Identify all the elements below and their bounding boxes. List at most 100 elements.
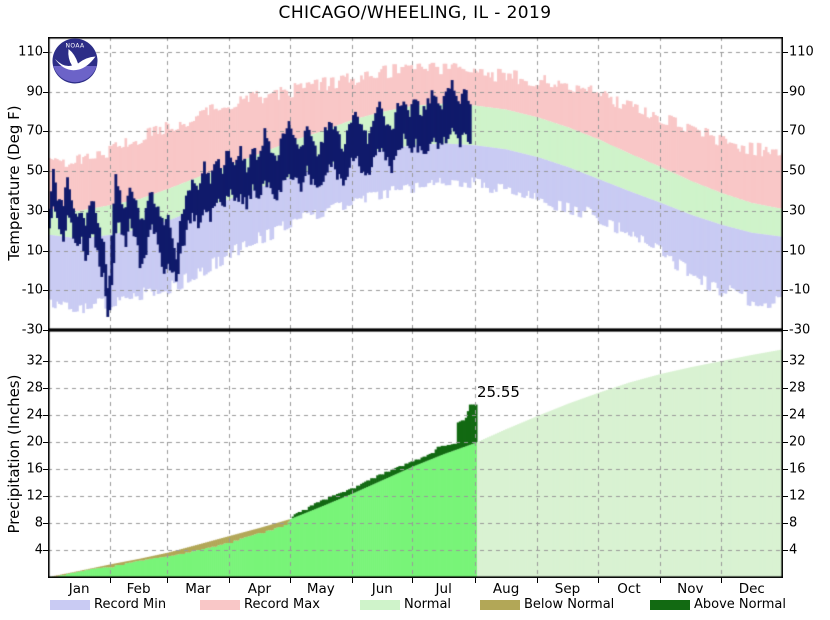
axis-tick-mark [43,360,48,362]
precip-tick-label-left: 24 [26,407,43,423]
legend-swatch-record-min [50,599,90,610]
precip-tick-label-left: 8 [34,515,43,531]
precip-tick-label-left: 32 [26,353,43,369]
axis-tick-mark [783,329,788,331]
axis-tick-mark [43,289,48,291]
temp-tick-label-left: 10 [26,243,43,259]
month-label-jun: Jun [371,581,393,597]
noaa-seagull-icon [55,49,96,71]
axis-tick-mark [783,170,788,172]
temp-tick-label-left: 90 [26,84,43,100]
temp-tick-label-right: 70 [789,123,806,139]
precip-tick-label-right: 12 [789,488,806,504]
axis-tick-mark [229,578,230,583]
noaa-logo-lower-half [53,66,97,83]
precip-tick-label-right: 4 [789,542,798,558]
legend-swatch-above-normal [650,599,690,610]
axis-tick-mark [783,360,788,362]
axis-tick-mark [43,468,48,470]
chart-title: CHICAGO/WHEELING, IL - 2019 [278,3,552,23]
axis-tick-mark [43,414,48,416]
axis-tick-mark [110,578,111,583]
month-label-may: May [306,581,335,597]
noaa-logo-text: NOAA [65,43,85,50]
axis-tick-mark [783,468,788,470]
axis-tick-mark [783,495,788,497]
axis-tick-mark [537,578,538,583]
axis-tick-mark [43,51,48,53]
legend-item-above-normal: Above Normal [650,597,786,612]
precip-tick-label-left: 16 [26,461,43,477]
axis-tick-mark [43,329,48,331]
axis-tick-mark [43,441,48,443]
axis-tick-mark [412,578,413,583]
month-label-jul: Jul [435,581,452,597]
axis-tick-mark [43,91,48,93]
axis-tick-mark [475,578,476,583]
temp-tick-label-left: 50 [26,163,43,179]
axis-tick-mark [721,578,722,583]
temp-tick-label-right: -10 [789,282,811,298]
axis-tick-mark [43,387,48,389]
precip-tick-label-right: 8 [789,515,798,531]
axis-tick-mark [783,130,788,132]
temp-tick-label-left: 110 [18,44,43,60]
axis-tick-mark [167,578,168,583]
temperature-plot-area [48,37,783,330]
temp-tick-label-right: 110 [789,44,814,60]
temp-tick-label-left: 30 [26,203,43,219]
legend-label: Record Max [244,597,320,612]
axis-tick-mark [783,51,788,53]
precip-tick-label-right: 20 [789,434,806,450]
axis-tick-mark [43,495,48,497]
precip-tick-label-left: 28 [26,380,43,396]
precip-tick-label-left: 20 [26,434,43,450]
temp-tick-label-right: 90 [789,84,806,100]
precipitation-plot-area [48,330,783,578]
month-label-jan: Jan [68,581,90,597]
month-label-apr: Apr [247,581,272,597]
month-label-mar: Mar [185,581,211,597]
axis-tick-mark [783,522,788,524]
legend-swatch-record-max [200,599,240,610]
temp-tick-label-left: 70 [26,123,43,139]
temp-tick-label-left: -10 [21,282,43,298]
precip-tick-label-right: 16 [789,461,806,477]
axis-tick-mark [783,91,788,93]
precip-total-annotation: 25.55 [477,383,520,401]
legend-label: Normal [404,597,452,612]
legend-item-below-normal: Below Normal [480,597,614,612]
temp-tick-label-right: 50 [789,163,806,179]
axis-tick-mark [783,414,788,416]
month-label-aug: Aug [492,581,520,597]
axis-tick-mark [783,210,788,212]
temp-tick-label-right: 10 [789,243,806,259]
month-label-dec: Dec [738,581,765,597]
month-label-feb: Feb [126,581,151,597]
axis-tick-mark [783,250,788,252]
temp-tick-label-right: -30 [789,322,811,338]
axis-tick-mark [43,549,48,551]
axis-tick-mark [290,578,291,583]
axis-tick-mark [43,522,48,524]
precip-tick-label-right: 32 [789,353,806,369]
axis-tick-mark [352,578,353,583]
legend-swatch-normal-band [360,599,400,610]
precip-tick-label-right: 28 [789,380,806,396]
legend-label: Above Normal [694,597,786,612]
axis-tick-mark [783,549,788,551]
temp-tick-label-right: 30 [789,203,806,219]
legend-label: Record Min [94,597,167,612]
legend-item-record-min: Record Min [50,597,166,612]
month-label-oct: Oct [617,581,641,597]
precip-tick-label-left: 12 [26,488,43,504]
legend-label: Below Normal [524,597,615,612]
month-label-nov: Nov [677,581,704,597]
axis-tick-mark [43,170,48,172]
axis-tick-mark [43,210,48,212]
axis-tick-mark [43,130,48,132]
precip-tick-label-right: 24 [789,407,806,423]
noaa-logo: NOAA [52,38,98,84]
axis-tick-mark [783,387,788,389]
